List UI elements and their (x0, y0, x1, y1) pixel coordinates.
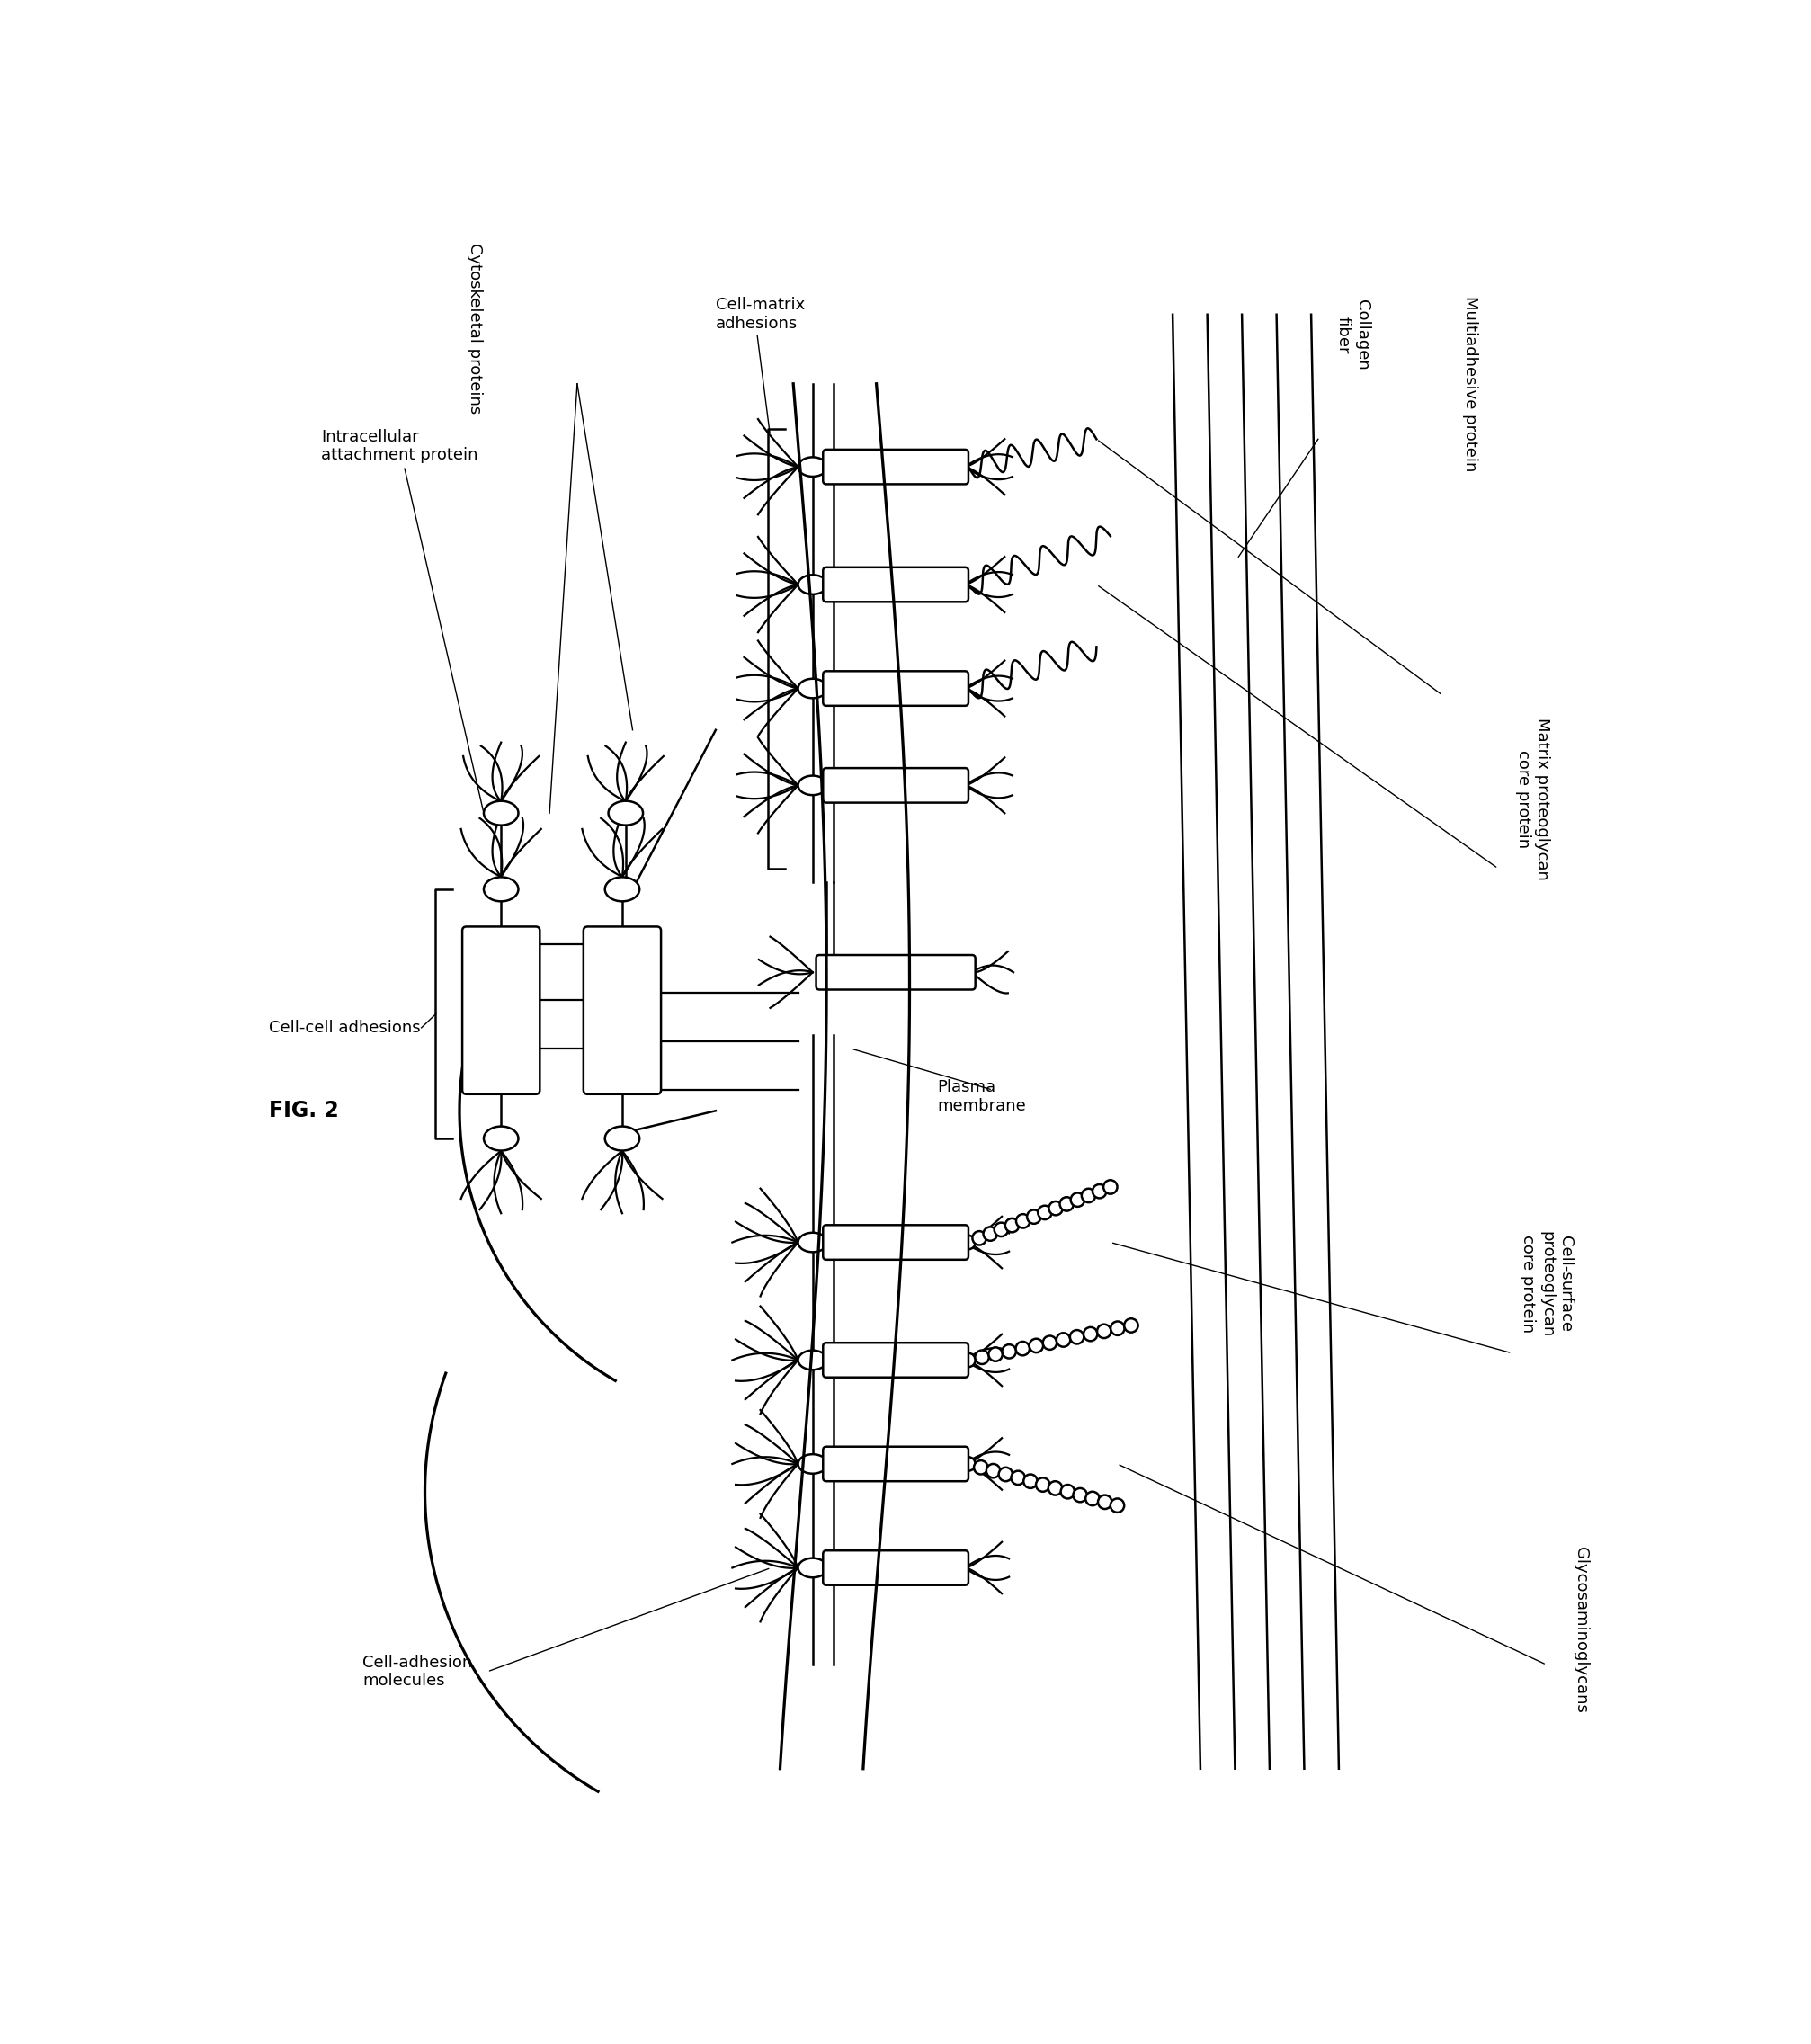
FancyBboxPatch shape (822, 1447, 967, 1482)
Circle shape (1036, 1478, 1049, 1492)
Text: Cell-adhesion
molecules: Cell-adhesion molecules (362, 1654, 473, 1688)
FancyBboxPatch shape (822, 1343, 967, 1378)
FancyBboxPatch shape (822, 670, 967, 705)
Ellipse shape (484, 801, 518, 826)
Circle shape (1070, 1331, 1083, 1343)
Circle shape (1110, 1320, 1125, 1335)
Text: Collagen
fiber: Collagen fiber (1335, 300, 1369, 370)
Circle shape (973, 1461, 987, 1474)
Ellipse shape (797, 1233, 828, 1253)
Circle shape (1103, 1179, 1117, 1194)
Circle shape (983, 1226, 996, 1241)
FancyBboxPatch shape (822, 769, 967, 803)
Circle shape (962, 1457, 974, 1472)
Text: Cytoskeletal proteins: Cytoskeletal proteins (465, 243, 482, 415)
Circle shape (1092, 1183, 1107, 1198)
Text: Cell-surface
proteoglycan
core protein: Cell-surface proteoglycan core protein (1519, 1230, 1572, 1337)
Circle shape (1049, 1482, 1061, 1494)
Circle shape (1016, 1214, 1029, 1228)
Circle shape (962, 1353, 974, 1367)
Text: Glycosaminoglycans: Glycosaminoglycans (1572, 1547, 1588, 1713)
Ellipse shape (797, 775, 828, 795)
Ellipse shape (797, 574, 828, 595)
Circle shape (1049, 1202, 1063, 1216)
Circle shape (1005, 1218, 1018, 1233)
FancyBboxPatch shape (822, 1224, 967, 1259)
Circle shape (974, 1351, 989, 1363)
Text: Matrix proteoglycan
core protein: Matrix proteoglycan core protein (1514, 717, 1550, 881)
Circle shape (1016, 1341, 1029, 1355)
Circle shape (1023, 1474, 1038, 1488)
Ellipse shape (797, 679, 828, 699)
Circle shape (1123, 1318, 1137, 1333)
Circle shape (1059, 1484, 1074, 1498)
Circle shape (1096, 1325, 1110, 1339)
Circle shape (1110, 1498, 1123, 1513)
Circle shape (1072, 1488, 1087, 1502)
FancyBboxPatch shape (822, 450, 967, 484)
Circle shape (985, 1464, 1000, 1478)
FancyBboxPatch shape (583, 926, 661, 1094)
Circle shape (1085, 1492, 1099, 1506)
FancyBboxPatch shape (822, 1551, 967, 1584)
FancyBboxPatch shape (822, 568, 967, 601)
Circle shape (1056, 1333, 1070, 1347)
Circle shape (989, 1347, 1001, 1361)
Circle shape (973, 1230, 985, 1245)
Ellipse shape (797, 1558, 828, 1578)
Circle shape (1029, 1339, 1043, 1353)
Circle shape (962, 1235, 974, 1249)
Text: Cell-cell adhesions: Cell-cell adhesions (270, 1020, 420, 1036)
Circle shape (1059, 1198, 1074, 1210)
Ellipse shape (605, 877, 639, 901)
Text: Multiadhesive protein: Multiadhesive protein (1461, 296, 1478, 472)
Text: Intracellular
attachment protein: Intracellular attachment protein (321, 429, 484, 811)
Ellipse shape (797, 1453, 828, 1474)
Circle shape (1038, 1206, 1050, 1220)
Circle shape (998, 1468, 1012, 1482)
Circle shape (1027, 1210, 1040, 1224)
Circle shape (1097, 1494, 1112, 1508)
Ellipse shape (608, 801, 643, 826)
Ellipse shape (797, 458, 828, 476)
Circle shape (1001, 1345, 1016, 1359)
Circle shape (1070, 1194, 1085, 1206)
Circle shape (1011, 1472, 1025, 1484)
Circle shape (994, 1222, 1007, 1237)
Circle shape (1043, 1337, 1056, 1349)
Ellipse shape (484, 1126, 518, 1151)
Text: Plasma
membrane: Plasma membrane (936, 1079, 1025, 1114)
Ellipse shape (605, 1126, 639, 1151)
Text: FIG. 2: FIG. 2 (270, 1100, 339, 1122)
FancyBboxPatch shape (815, 955, 974, 989)
Circle shape (1081, 1188, 1096, 1202)
Ellipse shape (484, 877, 518, 901)
Circle shape (1083, 1327, 1097, 1341)
Text: Cell-matrix
adhesions: Cell-matrix adhesions (715, 296, 804, 331)
Ellipse shape (797, 1351, 828, 1369)
FancyBboxPatch shape (462, 926, 540, 1094)
